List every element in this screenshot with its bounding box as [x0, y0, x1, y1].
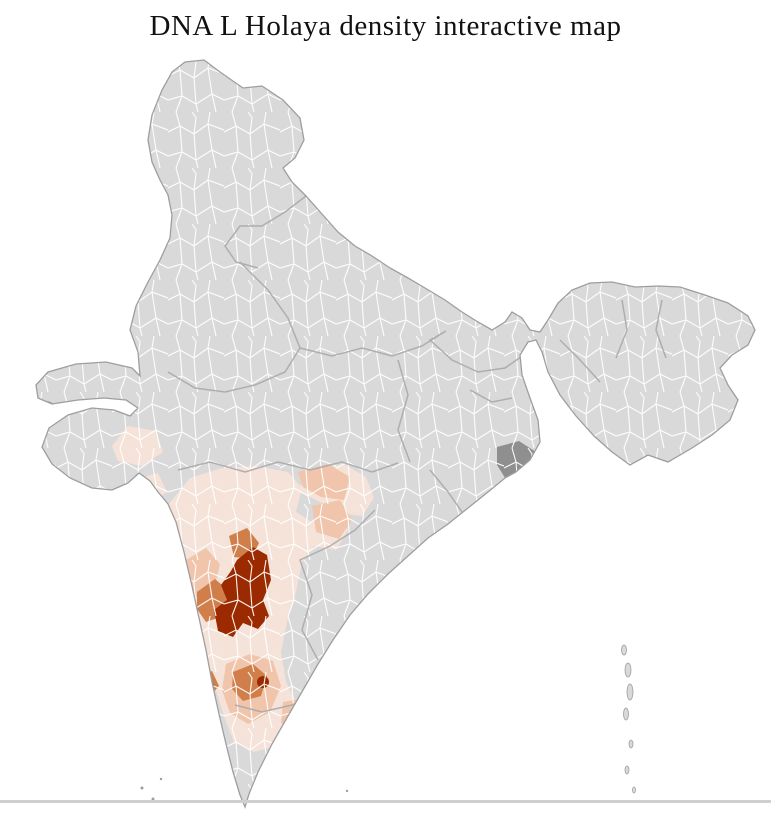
page-divider — [0, 800, 771, 803]
island[interactable] — [624, 662, 632, 678]
lakshadweep-islands — [140, 777, 349, 801]
andaman-islands — [621, 644, 636, 794]
island[interactable] — [626, 683, 634, 701]
island[interactable] — [140, 786, 144, 790]
island[interactable] — [345, 789, 349, 793]
district-borders-overlay — [36, 60, 755, 807]
page-title: DNA L Holaya density interactive map — [149, 10, 622, 42]
island[interactable] — [623, 707, 629, 721]
island[interactable] — [621, 644, 627, 656]
island[interactable] — [624, 765, 630, 775]
island[interactable] — [628, 739, 634, 749]
state-borders — [167, 195, 667, 713]
island[interactable] — [151, 797, 155, 801]
island[interactable] — [159, 777, 163, 781]
island[interactable] — [632, 786, 636, 794]
